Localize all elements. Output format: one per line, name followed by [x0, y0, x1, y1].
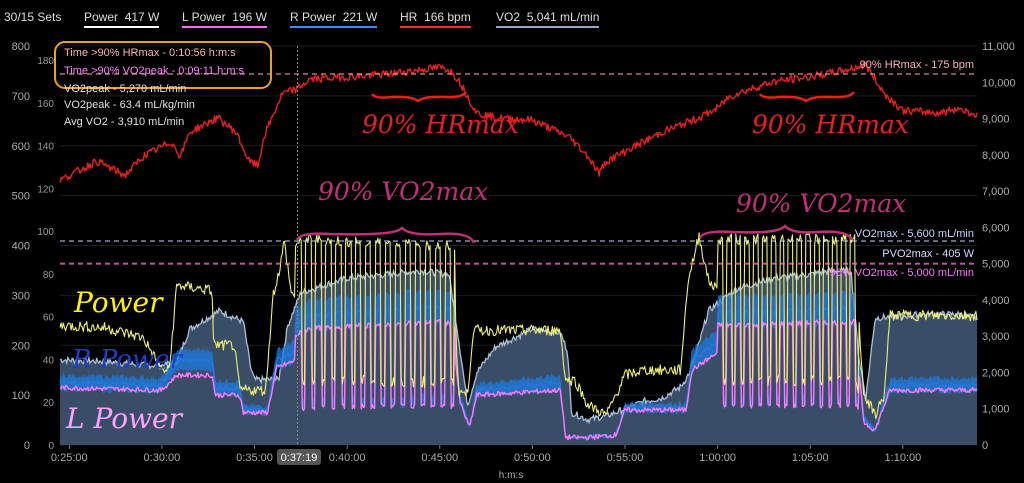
y-tick-power-5: 500 [12, 191, 30, 203]
y-tick-power-2: 200 [12, 340, 30, 352]
axis-left-pct: 0 20 40 60 80 100 120 140 160 180 [37, 56, 54, 452]
y-tick-power-4: 400 [12, 241, 30, 253]
y-tick-pct-9: 180 [37, 56, 54, 67]
y-tick-pct-8: 160 [37, 99, 54, 110]
r-power-line [59, 304, 978, 440]
legend-lpower-label: L Power [182, 10, 226, 24]
hr-layer [59, 61, 978, 183]
r-power-band [60, 288, 977, 441]
l-power-line [59, 318, 978, 441]
legend-item-rpower[interactable]: R Power 221 W [290, 10, 378, 28]
legend-item-lpower[interactable]: L Power 196 W [182, 10, 267, 28]
summary-line-vo2peak: VO2peak - 5,270 mL/min [64, 83, 186, 95]
y-tick-vo2-7: 7,000 [982, 186, 1010, 198]
y-tick-vo2-10: 10,000 [982, 77, 1016, 89]
y-tick-pct-0: 0 [48, 441, 54, 452]
ref-label-vo2max90: 90% VO2max - 5,000 mL/min [830, 267, 974, 279]
summary-line-avg-vo2: Avg VO2 - 3,910 mL/min [64, 116, 184, 128]
y-tick-power-1: 100 [12, 390, 30, 402]
summary-line-vo2peak-kg: VO2peak - 63.4 mL/kg/min [64, 99, 195, 111]
power-layer [59, 232, 978, 420]
brace-hr-2 [758, 91, 856, 103]
y-tick-pct-5: 100 [37, 227, 54, 238]
y-tick-vo2-9: 9,000 [982, 114, 1010, 126]
ref-label-vo2max: VO2max - 5,600 mL/min [855, 228, 974, 240]
legend-power-value: 417 W [124, 10, 160, 24]
legend-bar: 30/15 Sets Power 417 W L Power 196 W R P… [0, 0, 1024, 34]
brace-vo2-1 [295, 226, 476, 244]
axis-right-vo2: 0 1,000 2,000 3,000 4,000 5,000 6,000 7,000 8,00… [982, 41, 1016, 452]
l-power-layer [59, 318, 978, 441]
y-tick-pct-6: 120 [37, 184, 54, 195]
x-tick-7: 1:00:00 [699, 452, 736, 464]
hand-label-lpower: L Power [65, 402, 184, 435]
brace-hr-1 [370, 91, 468, 103]
legend-item-power[interactable]: Power 417 W [84, 10, 160, 28]
x-tick-0: 0:25:00 [51, 452, 88, 464]
summary-highlight-box [54, 41, 272, 89]
legend-lpower-value: 196 W [232, 10, 267, 24]
x-tick-2: 0:35:00 [236, 452, 273, 464]
y-tick-power-3: 300 [12, 290, 30, 302]
legend-rpower-value: 221 W [342, 10, 378, 24]
hand-label-hr-2: 90% HRmax [752, 110, 909, 139]
hand-label-hr-1: 90% HRmax [362, 110, 519, 139]
legend-vo2-label: VO2 [496, 10, 521, 24]
y-tick-power-8: 800 [12, 41, 30, 53]
x-tick-8: 1:05:00 [792, 452, 829, 464]
cursor-time-label: 0:37:19 [281, 452, 318, 464]
axis-left-power: 0 100 200 300 400 500 600 700 800 [12, 41, 30, 452]
r-power-layer [59, 288, 978, 441]
y-tick-vo2-8: 8,000 [982, 150, 1010, 162]
y-tick-pct-2: 40 [43, 355, 55, 366]
axis-bottom-time: 0:25:00 0:30:00 0:35:00 0:40:00 0:45:00 0:50:… [51, 445, 921, 464]
y-tick-vo2-2: 2,000 [982, 367, 1010, 379]
summary-line-vo2peak-time: Time >90% VO2peak - 0:09:11 h:m:s [64, 65, 245, 77]
ref-label-pvo2max: PVO2max - 405 W [882, 248, 974, 260]
y-tick-vo2-0: 0 [982, 440, 988, 452]
legend-power-label: Power [84, 10, 119, 24]
cursor-badge [277, 449, 321, 465]
y-tick-vo2-6: 6,000 [982, 222, 1010, 234]
summary-line-hr: Time >90% HRmax - 0:10:56 h:m:s [64, 47, 236, 59]
x-tick-3: 0:40:00 [329, 452, 366, 464]
y-tick-pct-3: 60 [43, 313, 55, 324]
y-tick-vo2-4: 4,000 [982, 295, 1010, 307]
y-tick-vo2-3: 3,000 [982, 331, 1010, 343]
hand-label-vo2-2: 90% VO2max [736, 189, 906, 218]
hr-line [59, 61, 978, 183]
hand-label-power: Power [73, 286, 164, 319]
hand-label-vo2-1: 90% VO2max [318, 177, 488, 206]
y-tick-vo2-5: 5,000 [982, 259, 1010, 271]
x-tick-1: 0:30:00 [144, 452, 181, 464]
y-tick-vo2-1: 1,000 [982, 404, 1010, 416]
hand-label-rpower: R Power [71, 345, 184, 375]
y-tick-pct-7: 140 [37, 142, 54, 153]
power-line [59, 232, 978, 420]
legend-hr-value: 166 bpm [424, 10, 471, 24]
legend-rpower-label: R Power [290, 10, 337, 24]
brace-vo2-2 [698, 224, 854, 241]
x-tick-5: 0:50:00 [514, 452, 551, 464]
y-tick-power-7: 700 [12, 91, 30, 103]
ref-label-hrmax90: 90% HRmax - 175 bpm [860, 59, 974, 71]
sets-label: 30/15 Sets [4, 10, 62, 24]
legend-item-vo2[interactable]: VO2 5,041 mL/min [496, 10, 600, 28]
x-axis-label: h:m:s [499, 470, 523, 481]
legend-item-hr[interactable]: HR 166 bpm [400, 10, 471, 28]
legend-hr-label: HR [400, 10, 418, 24]
y-tick-pct-4: 80 [43, 270, 55, 281]
y-tick-vo2-11: 11,000 [982, 41, 1015, 53]
y-tick-power-0: 0 [24, 440, 30, 452]
x-tick-9: 1:10:00 [885, 452, 922, 464]
x-tick-6: 0:55:00 [607, 452, 644, 464]
legend-vo2-value: 5,041 mL/min [526, 10, 600, 24]
x-tick-4: 0:45:00 [421, 452, 458, 464]
y-tick-power-6: 600 [12, 141, 30, 153]
y-tick-pct-1: 20 [43, 398, 55, 409]
